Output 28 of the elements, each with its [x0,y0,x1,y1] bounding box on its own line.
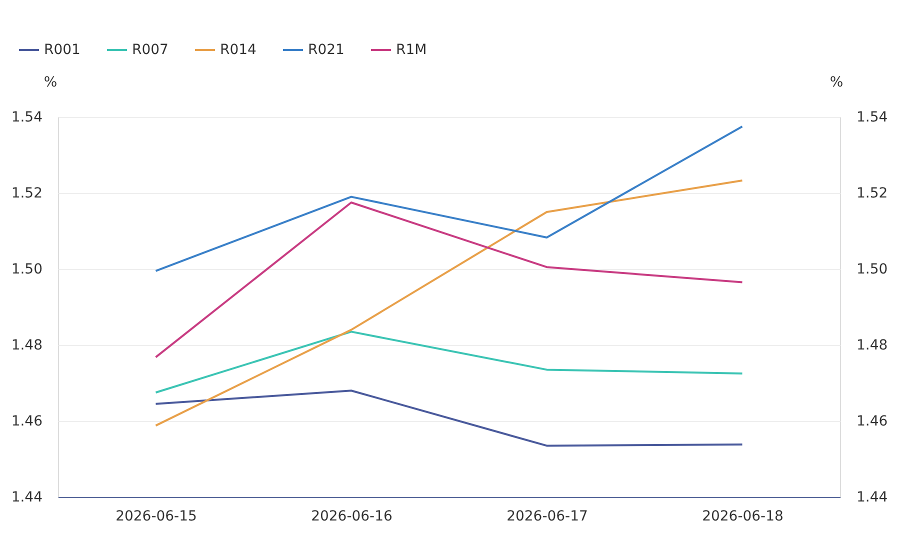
legend-label: R021 [308,42,344,58]
y2-axis-title: % [830,74,844,90]
y-tick-label: 1.48 [11,338,42,354]
line-series [154,126,744,272]
y-tick-label: 1.52 [11,186,42,202]
legend-label: R007 [132,42,168,58]
y-tick-label: 1.50 [11,262,42,278]
line-series [154,202,744,358]
y-tick-label: 1.46 [11,414,43,430]
y-tick-label: 1.54 [11,110,43,126]
y2-tick-label: 1.52 [856,186,888,202]
x-tick-label: 2026-06-17 [506,508,588,524]
y2-tick-label: 1.54 [856,110,888,126]
legend-label: R1M [396,42,427,58]
legend-label: R014 [220,42,257,58]
x-tick-label: 2026-06-16 [311,508,393,524]
y-axis-title: % [44,74,58,90]
line-series [154,330,744,394]
line-series [154,390,744,447]
legend-label: R001 [44,42,80,58]
line-series [154,179,744,427]
y2-tick-label: 1.44 [856,490,888,506]
y2-tick-label: 1.48 [856,338,888,354]
y2-tick-label: 1.46 [856,414,888,430]
y2-tick-label: 1.50 [856,262,888,278]
x-tick-label: 2026-06-18 [702,508,784,524]
x-tick-label: 2026-06-15 [116,508,197,524]
y-tick-label: 1.44 [11,490,43,506]
